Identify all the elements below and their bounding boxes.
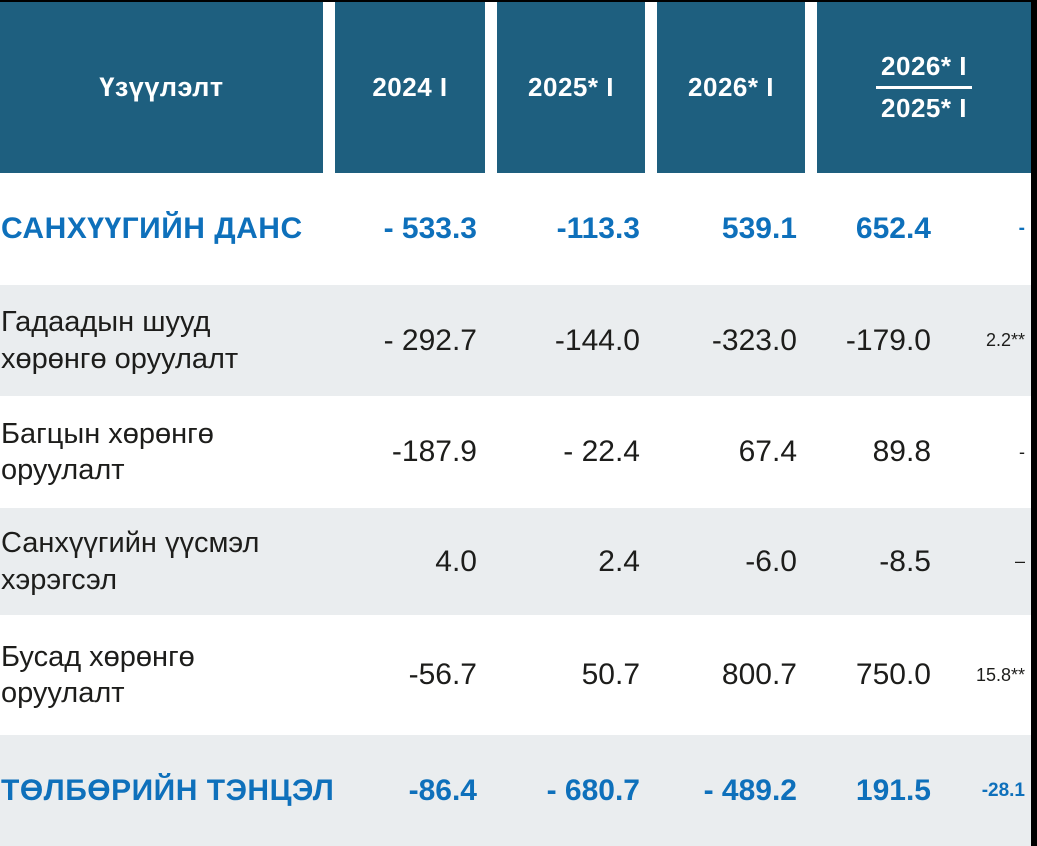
- cell-2024: - 292.7: [383, 323, 477, 357]
- cell-2024: -86.4: [408, 773, 477, 807]
- row-label: Гадаадын шууд хөрөнгө оруулалт: [1, 306, 239, 375]
- cell-2024: -187.9: [391, 435, 477, 468]
- cell-ratio: –: [1014, 551, 1025, 571]
- header-ratio-denominator: 2025* I: [881, 93, 967, 123]
- cell-2025: -144.0: [554, 323, 640, 357]
- table-header-row: Үзүүлэлт 2024 I 2025* I 2026* I 2026* I …: [0, 2, 1031, 173]
- table-row-other-investment: Бусад хөрөнгө оруулалт -56.7 50.7 800.7 …: [0, 615, 1031, 735]
- cell-diff: 89.8: [872, 435, 931, 468]
- cell-ratio: -: [1019, 441, 1025, 462]
- row-label: ТӨЛБӨРИЙН ТЭНЦЭЛ: [1, 773, 335, 807]
- table-row-balance-of-payments: ТӨЛБӨРИЙН ТЭНЦЭЛ -86.4 - 680.7 - 489.2 1…: [0, 735, 1031, 846]
- header-indicator: Үзүүлэлт: [0, 2, 323, 173]
- row-label: Багцын хөрөнгө оруулалт: [1, 417, 214, 486]
- header-ratio-numerator: 2026* I: [876, 51, 972, 89]
- cell-diff: -8.5: [879, 544, 931, 578]
- row-label: САНХҮҮГИЙН ДАНС: [1, 212, 303, 246]
- header-2026-label: 2026* I: [688, 72, 774, 102]
- cell-diff: -179.0: [845, 323, 931, 357]
- header-2026: 2026* I: [657, 2, 805, 173]
- row-label: Санхүүгийн үүсмэл хэрэгсэл: [1, 527, 260, 596]
- cell-2026: 539.1: [721, 212, 797, 245]
- cell-ratio: -: [1018, 218, 1025, 239]
- cell-diff: 652.4: [855, 212, 931, 245]
- cell-ratio: 2.2**: [985, 330, 1025, 350]
- cell-diff: 191.5: [855, 773, 931, 807]
- cell-2026: -6.0: [745, 544, 797, 578]
- cell-2024: 4.0: [435, 544, 477, 578]
- cell-2026: -323.0: [711, 323, 797, 357]
- cell-2025: 50.7: [581, 658, 640, 691]
- table-row-portfolio-investment: Багцын хөрөнгө оруулалт -187.9 - 22.4 67…: [0, 396, 1031, 508]
- row-label: Бусад хөрөнгө оруулалт: [1, 640, 195, 709]
- header-indicator-label: Үзүүлэлт: [99, 72, 224, 102]
- header-2025: 2025* I: [497, 2, 645, 173]
- header-2024-label: 2024 I: [372, 72, 448, 102]
- cell-ratio: 15.8**: [975, 664, 1025, 685]
- table-row-financial-derivatives: Санхүүгийн үүсмэл хэрэгсэл 4.0 2.4 -6.0 …: [0, 508, 1031, 615]
- cell-2025: - 22.4: [563, 435, 640, 468]
- cell-2026: 67.4: [738, 435, 797, 468]
- cell-2025: - 680.7: [546, 773, 640, 807]
- cell-2025: -113.3: [556, 212, 640, 245]
- cell-2024: - 533.3: [383, 212, 477, 245]
- cell-2026: 800.7: [721, 658, 797, 691]
- cell-diff: 750.0: [855, 658, 931, 691]
- cell-2024: -56.7: [408, 658, 477, 691]
- table-row-financial-account: САНХҮҮГИЙН ДАНС - 533.3 -113.3 539.1 652…: [0, 173, 1031, 285]
- header-2025-label: 2025* I: [528, 72, 614, 102]
- header-ratio-2026-2025: 2026* I 2025* I: [817, 2, 1031, 173]
- cell-2025: 2.4: [598, 544, 640, 578]
- cell-ratio: -28.1: [981, 779, 1025, 801]
- cell-2026: - 489.2: [703, 773, 797, 807]
- header-2024: 2024 I: [335, 2, 485, 173]
- table-row-fdi: Гадаадын шууд хөрөнгө оруулалт - 292.7 -…: [0, 285, 1031, 396]
